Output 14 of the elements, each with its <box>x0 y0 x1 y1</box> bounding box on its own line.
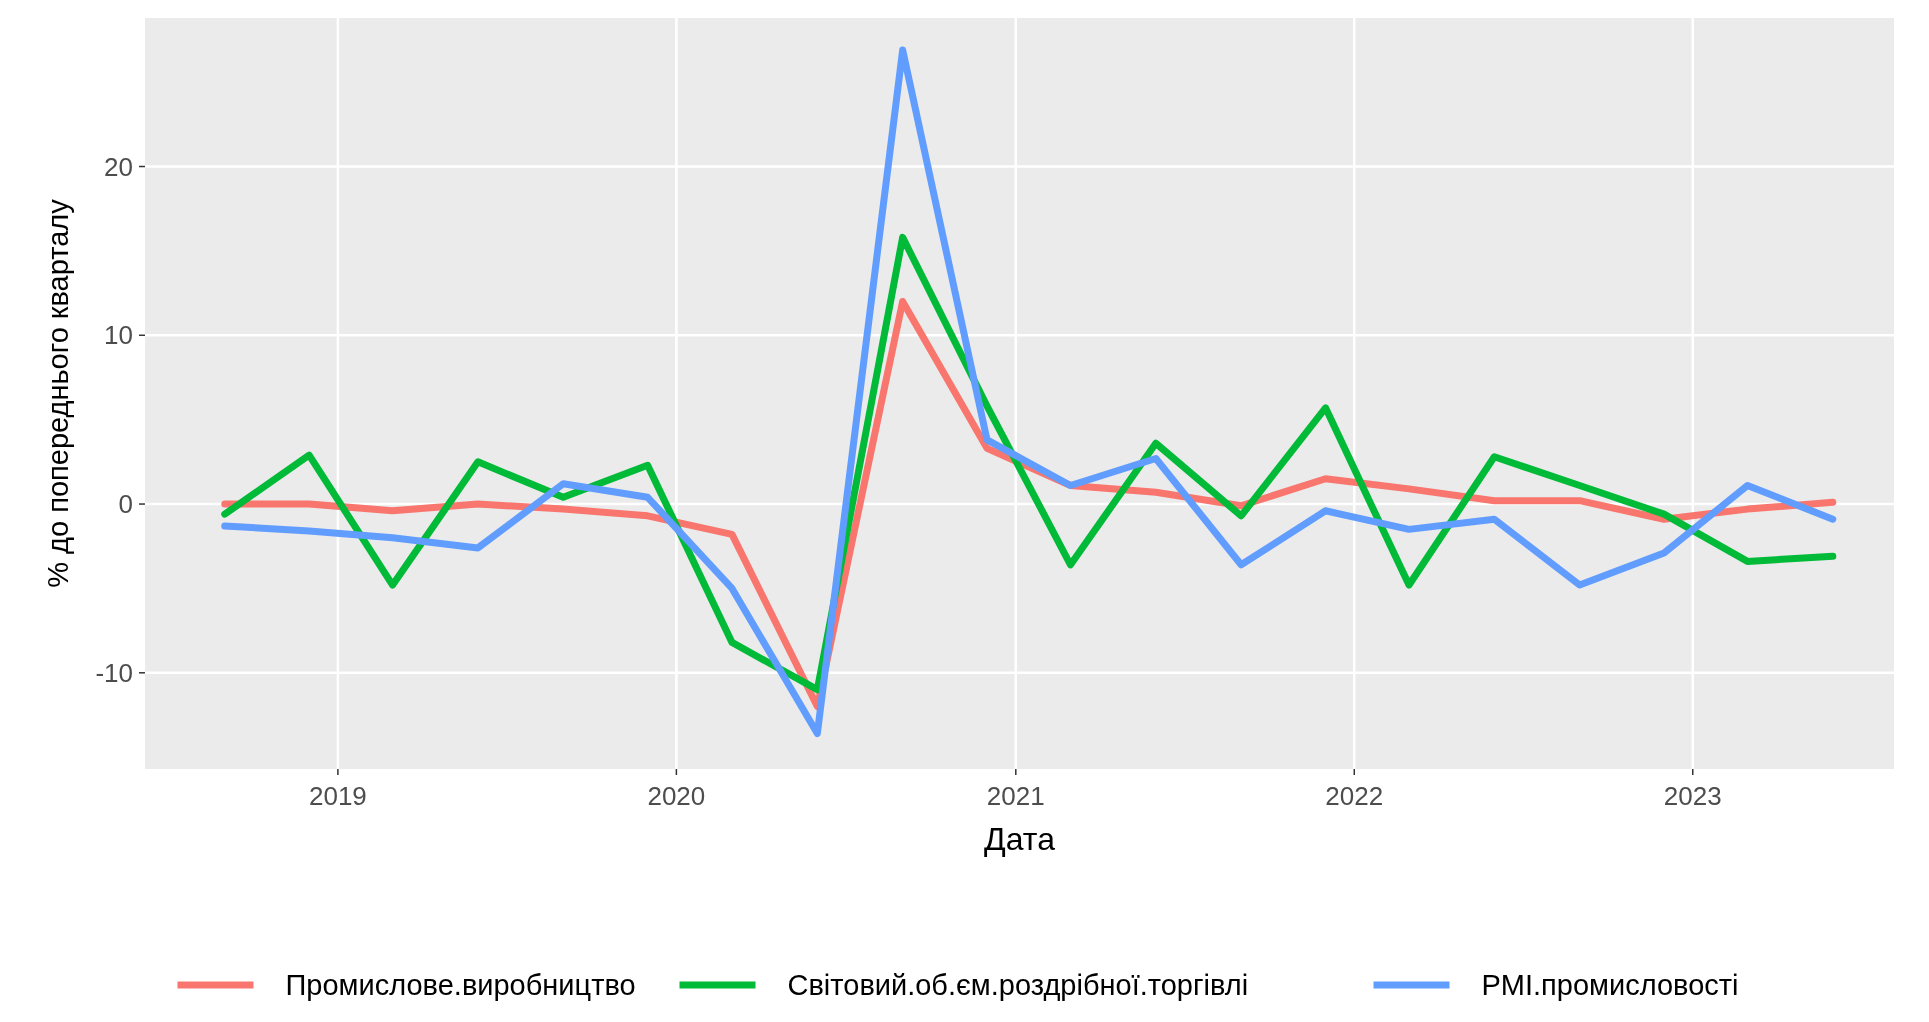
x-tick-label: 2020 <box>647 781 706 811</box>
x-tick-label: 2023 <box>1663 781 1722 811</box>
x-tick-label: 2021 <box>986 781 1045 811</box>
legend-label: Промислове.виробництво <box>285 969 636 1002</box>
y-tick-label: -10 <box>95 657 133 688</box>
legend-label: PMI.промисловості <box>1481 969 1739 1002</box>
y-tick-label: 0 <box>118 489 133 520</box>
y-tick-label: 20 <box>104 151 133 182</box>
legend-label: Світовий.об.єм.роздрібної.торгівлі <box>787 969 1249 1002</box>
y-tick-label: 10 <box>104 320 133 351</box>
x-tick-label: 2019 <box>308 781 367 811</box>
y-axis-title: % до попереднього кварталу <box>42 198 74 588</box>
x-tick-label: 2022 <box>1325 781 1384 811</box>
x-axis-title: Дата <box>984 821 1056 857</box>
